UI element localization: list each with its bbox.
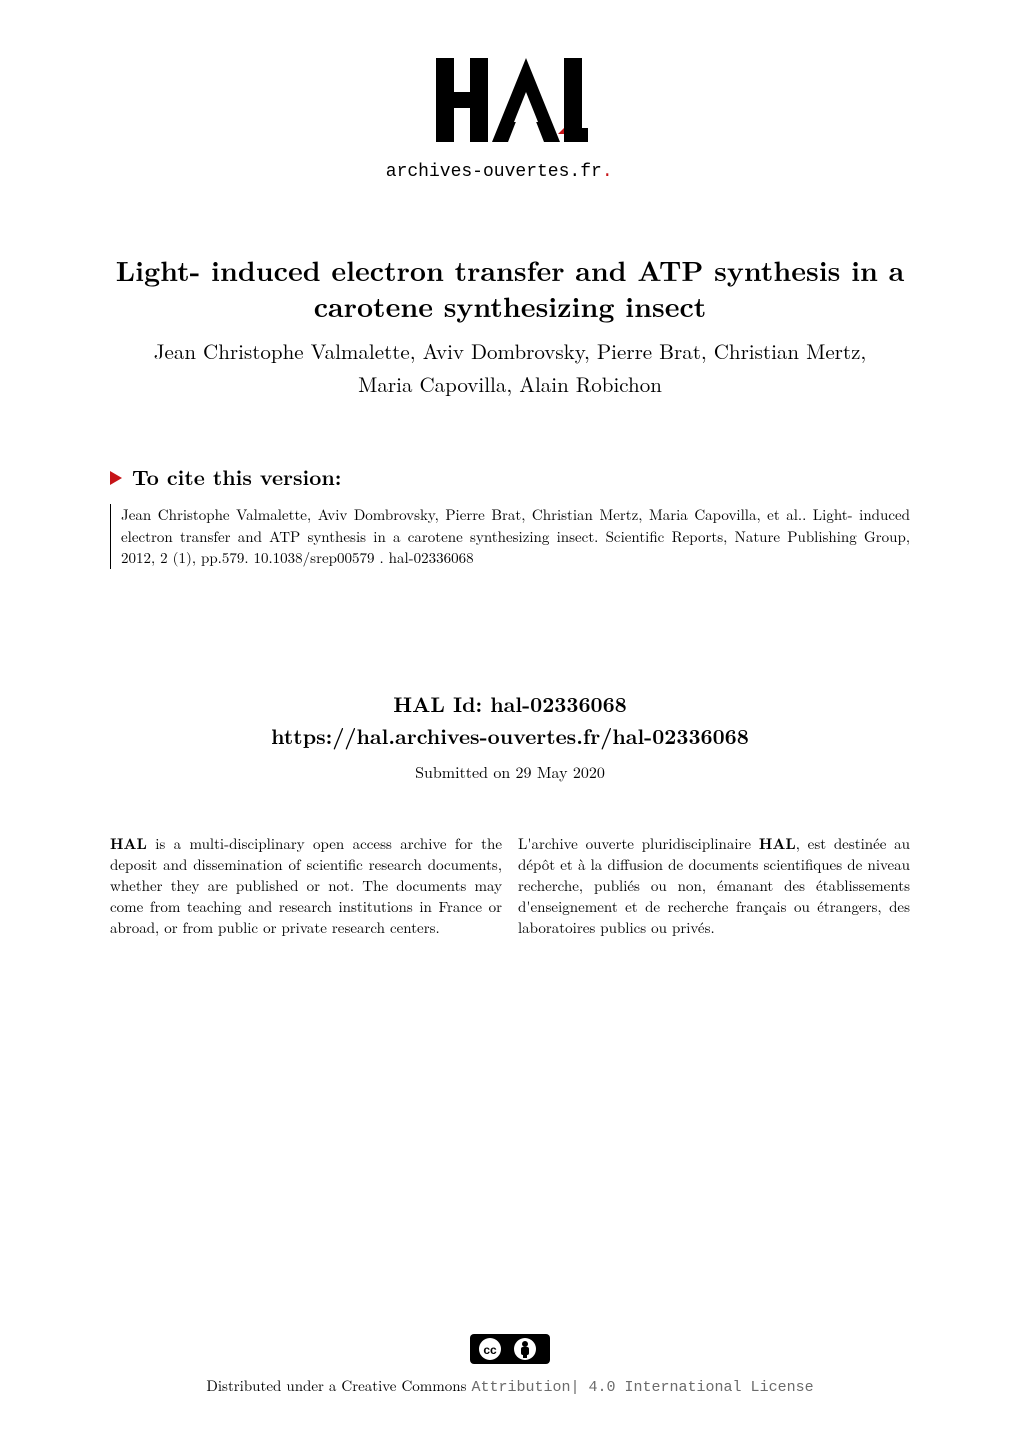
hal-logo-svg [430,50,590,160]
cc-license-link[interactable]: Attribution| 4.0 International License [472,1379,814,1396]
cc-caption-prefix: Distributed under a Creative Commons [206,1375,471,1396]
halid-line-2: https://hal.archives-ouvertes.fr/hal-023… [110,721,910,753]
cc-caption: Distributed under a Creative Commons Att… [110,1375,910,1396]
page-root: archives-ouvertes.fr.fr Light- induced e… [0,0,1020,1442]
submitted-date: Submitted on 29 May 2020 [110,760,910,783]
halid-block: HAL Id: hal-02336068 https://hal.archive… [110,689,910,783]
cc-block: cc Distributed under a Creative Commons … [110,1334,910,1402]
authors-line-2: Maria Capovilla, Alain Robichon [110,368,910,402]
cc-by-icon: cc [470,1346,550,1369]
authors-line-1: Jean Christophe Valmalette, Aviv Dombrov… [110,335,910,369]
title-block: Light- induced electron transfer and ATP… [110,252,910,402]
logo-subtext: archives-ouvertes.fr.fr [386,162,634,182]
logo-subtext-value: archives-ouvertes.fr [386,162,602,182]
citation-hal-ref: hal-02336068 [389,547,474,568]
desc-left-rest: is a multi-disciplinary open access arch… [110,833,502,938]
desc-right-pre: L'archive ouverte pluridisciplinaire [518,833,759,854]
paper-title: Light- induced electron transfer and ATP… [110,252,910,325]
triangle-right-icon [110,462,124,492]
logo-region: archives-ouvertes.fr.fr [110,50,910,182]
cite-header-text: To cite this version: [132,462,341,492]
description-columns: HAL is a multi-disciplinary open access … [110,833,910,938]
desc-right-bold: HAL [759,833,796,854]
hal-logo: archives-ouvertes.fr.fr [386,50,634,182]
citation-text: Jean Christophe Valmalette, Aviv Dombrov… [110,504,910,569]
cite-header: To cite this version: [110,462,910,492]
citation-sep: . [379,547,388,568]
citation-body: Jean Christophe Valmalette, Aviv Dombrov… [121,504,910,569]
halid-line-1: HAL Id: hal-02336068 [110,689,910,721]
citation-doi: 10.1038/srep00579 [254,547,375,568]
description-right: L'archive ouverte pluridisciplinaire HAL… [518,833,910,938]
cite-block: To cite this version: Jean Christophe Va… [110,462,910,569]
description-left: HAL is a multi-disciplinary open access … [110,833,502,938]
halid-url-link[interactable]: https://hal.archives-ouvertes.fr/hal-023… [271,721,749,751]
desc-left-bold: HAL [110,833,147,854]
svg-text:cc: cc [483,1343,497,1357]
